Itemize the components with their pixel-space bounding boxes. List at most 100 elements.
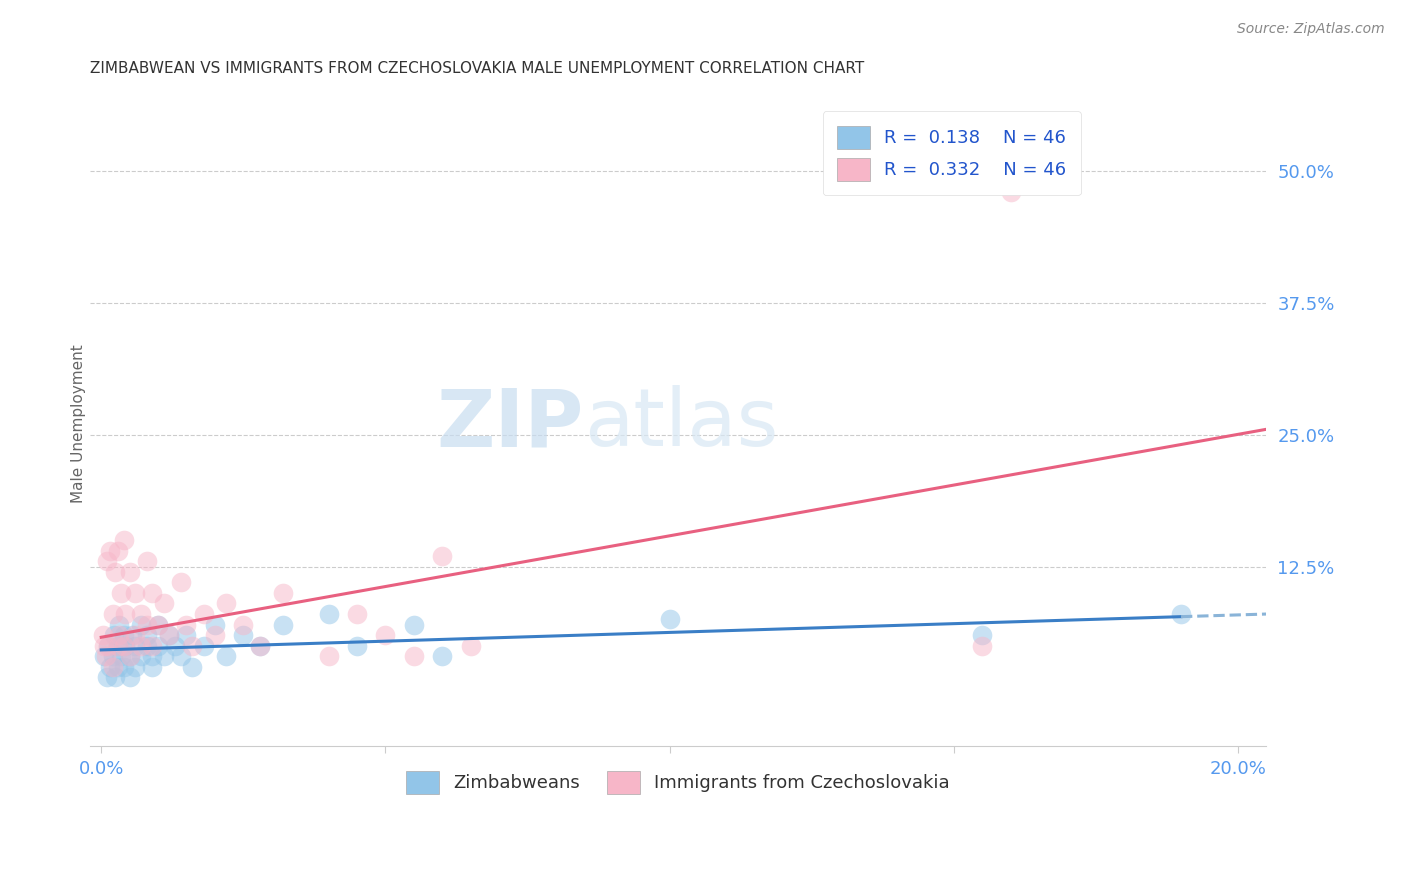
Point <box>146 617 169 632</box>
Point <box>124 660 146 674</box>
Point <box>114 607 136 621</box>
Point <box>204 628 226 642</box>
Point <box>98 660 121 674</box>
Point <box>170 575 193 590</box>
Point <box>432 549 454 563</box>
Point <box>374 628 396 642</box>
Point <box>152 649 174 664</box>
Point <box>108 617 131 632</box>
Point <box>658 612 681 626</box>
Point <box>118 565 141 579</box>
Point <box>135 617 157 632</box>
Point <box>141 649 163 664</box>
Point <box>972 628 994 642</box>
Text: ZIP: ZIP <box>437 385 583 463</box>
Point <box>135 554 157 568</box>
Point <box>93 649 115 664</box>
Point <box>157 628 180 642</box>
Point <box>193 607 215 621</box>
Point <box>215 597 238 611</box>
Point <box>181 639 204 653</box>
Point <box>271 617 294 632</box>
Text: atlas: atlas <box>583 385 779 463</box>
Point <box>204 617 226 632</box>
Point <box>249 639 271 653</box>
Point <box>121 628 143 642</box>
Point <box>215 649 238 664</box>
Point <box>104 565 127 579</box>
Point <box>108 628 131 642</box>
Point <box>103 628 125 642</box>
Point <box>152 597 174 611</box>
Point <box>432 649 454 664</box>
Point <box>96 670 118 684</box>
Text: Source: ZipAtlas.com: Source: ZipAtlas.com <box>1237 22 1385 37</box>
Point <box>101 607 124 621</box>
Point <box>97 639 120 653</box>
Point <box>232 628 254 642</box>
Point <box>110 649 132 664</box>
Point <box>170 649 193 664</box>
Point <box>157 628 180 642</box>
Text: 0.0%: 0.0% <box>79 760 124 778</box>
Point <box>232 617 254 632</box>
Point <box>346 607 368 621</box>
Point <box>1170 607 1192 621</box>
Point <box>1000 185 1022 199</box>
Point <box>318 649 340 664</box>
Point <box>101 649 124 664</box>
Point <box>402 617 425 632</box>
Legend: Zimbabweans, Immigrants from Czechoslovakia: Zimbabweans, Immigrants from Czechoslova… <box>399 764 957 801</box>
Point <box>124 639 146 653</box>
Point <box>271 586 294 600</box>
Point <box>249 639 271 653</box>
Point <box>176 628 198 642</box>
Point <box>114 639 136 653</box>
Point <box>93 639 115 653</box>
Point <box>112 533 135 548</box>
Point <box>146 639 169 653</box>
Point <box>141 639 163 653</box>
Point <box>346 639 368 653</box>
Point <box>118 670 141 684</box>
Point <box>141 586 163 600</box>
Point <box>129 607 152 621</box>
Point <box>107 543 129 558</box>
Point <box>97 639 120 653</box>
Point <box>141 660 163 674</box>
Point <box>110 586 132 600</box>
Point <box>972 639 994 653</box>
Point <box>112 660 135 674</box>
Point <box>107 660 129 674</box>
Point <box>112 639 135 653</box>
Point <box>146 617 169 632</box>
Point <box>94 649 117 664</box>
Point <box>402 649 425 664</box>
Point <box>181 660 204 674</box>
Point <box>193 639 215 653</box>
Text: ZIMBABWEAN VS IMMIGRANTS FROM CZECHOSLOVAKIA MALE UNEMPLOYMENT CORRELATION CHART: ZIMBABWEAN VS IMMIGRANTS FROM CZECHOSLOV… <box>90 62 865 77</box>
Point <box>165 639 187 653</box>
Point <box>96 554 118 568</box>
Point <box>129 639 152 653</box>
Point <box>98 543 121 558</box>
Point <box>135 628 157 642</box>
Point <box>107 639 129 653</box>
Point <box>112 628 135 642</box>
Point <box>101 660 124 674</box>
Point <box>118 649 141 664</box>
Point <box>91 628 114 642</box>
Point <box>318 607 340 621</box>
Point <box>135 639 157 653</box>
Text: 20.0%: 20.0% <box>1209 760 1267 778</box>
Point <box>124 586 146 600</box>
Point <box>176 617 198 632</box>
Point <box>124 628 146 642</box>
Point <box>104 670 127 684</box>
Point <box>107 639 129 653</box>
Y-axis label: Male Unemployment: Male Unemployment <box>72 344 86 503</box>
Point <box>460 639 482 653</box>
Point <box>129 649 152 664</box>
Point <box>129 617 152 632</box>
Point <box>118 649 141 664</box>
